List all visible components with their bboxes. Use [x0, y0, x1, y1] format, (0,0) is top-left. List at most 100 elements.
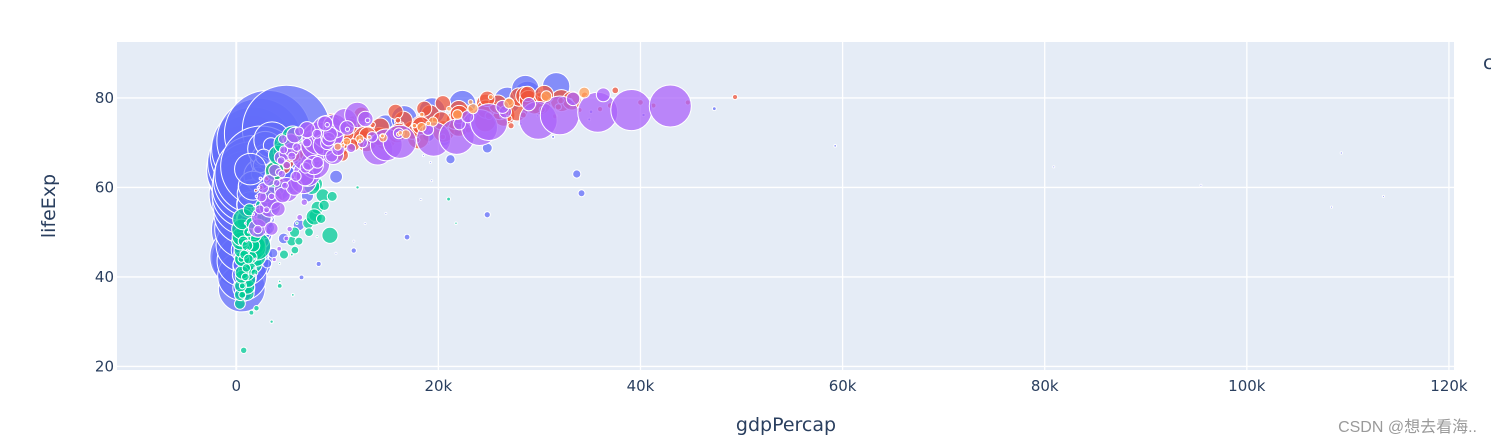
bubble	[267, 192, 276, 201]
bubble	[283, 235, 290, 242]
bubble	[304, 227, 314, 238]
bubble	[253, 257, 257, 261]
bubble	[272, 179, 281, 187]
bubble	[287, 151, 297, 161]
bubble	[403, 233, 411, 241]
bubble	[243, 221, 247, 225]
bubble	[648, 84, 692, 128]
bubble	[294, 236, 304, 246]
bubble	[263, 206, 271, 214]
x-tick-labels: 0 20k 40k 60k 80k 100k 120k	[231, 377, 1467, 395]
bubbles	[206, 72, 1385, 355]
bubble	[833, 144, 837, 148]
bubble	[251, 212, 256, 216]
bubble	[355, 185, 360, 190]
bubble	[241, 272, 250, 282]
bubble	[1339, 151, 1343, 155]
bubble	[572, 169, 582, 179]
bubble	[321, 226, 339, 244]
bubble	[540, 90, 553, 102]
x-tick-label: 0	[231, 377, 241, 395]
y-tick-label: 40	[95, 268, 114, 286]
bubble	[277, 134, 288, 144]
x-tick-label: 80k	[1031, 377, 1059, 395]
bubble	[300, 198, 308, 206]
bubble	[1199, 183, 1203, 187]
bubble	[286, 225, 293, 233]
bubble	[290, 170, 302, 182]
bubble	[595, 87, 611, 103]
bubble	[333, 142, 342, 151]
bubble	[483, 211, 491, 219]
bubble	[246, 230, 250, 234]
bubble	[446, 105, 452, 112]
bubble	[277, 169, 286, 179]
plot-background	[117, 42, 1454, 370]
bubble	[243, 253, 254, 265]
bubble	[445, 154, 456, 165]
bubble	[311, 156, 324, 169]
x-tick-label: 100k	[1228, 377, 1266, 395]
bubble	[352, 239, 356, 243]
bubble	[294, 126, 305, 137]
bubble	[254, 204, 265, 215]
bubble	[295, 221, 299, 225]
bubble	[245, 248, 249, 252]
bubble	[290, 292, 295, 297]
bubble	[296, 213, 304, 221]
bubble	[256, 185, 261, 190]
bubble	[419, 198, 423, 202]
bubble	[384, 211, 388, 215]
bubble	[610, 88, 653, 132]
bubble	[312, 128, 323, 139]
x-tick-label: 20k	[424, 377, 452, 395]
bubble	[467, 103, 479, 115]
bubble	[269, 319, 274, 324]
bubble	[239, 346, 248, 355]
bubble	[507, 122, 515, 130]
bubble	[521, 97, 537, 112]
bubble	[425, 120, 432, 127]
bubble	[467, 99, 474, 105]
bubble	[315, 213, 327, 224]
bubble	[253, 266, 257, 270]
legend-title: c	[1483, 52, 1491, 74]
x-axis-title: gdpPercap	[736, 414, 836, 436]
bubble	[253, 188, 258, 193]
bubble	[342, 137, 352, 146]
x-tick-label: 60k	[829, 377, 857, 395]
bubble	[419, 111, 425, 118]
y-tick-label: 80	[95, 89, 114, 107]
bubble	[278, 249, 290, 260]
bubble	[329, 169, 344, 184]
y-tick-labels: 20 40 60 80	[95, 89, 114, 375]
bubble	[253, 273, 257, 277]
y-tick-label: 60	[95, 178, 114, 196]
watermark: CSDN @想去看海..	[1338, 419, 1477, 436]
bubble	[397, 130, 403, 136]
bubble	[416, 121, 427, 133]
bubble	[290, 245, 300, 255]
bubble	[315, 260, 322, 267]
bubble	[344, 126, 351, 132]
bubble	[364, 117, 371, 124]
bubble	[315, 235, 319, 239]
bubble	[487, 94, 494, 100]
bubble	[430, 179, 434, 183]
bubble	[711, 106, 717, 112]
bubble	[578, 86, 591, 99]
bubble	[282, 160, 292, 170]
bubble	[565, 91, 581, 107]
x-tick-label: 40k	[627, 377, 655, 395]
bubble	[452, 109, 463, 120]
bubble	[326, 190, 338, 202]
x-tick-label: 120k	[1430, 377, 1468, 395]
bubble	[1381, 194, 1385, 198]
bubble	[254, 194, 259, 199]
bubble	[253, 224, 263, 235]
bubble	[551, 134, 556, 139]
bubble	[454, 221, 458, 225]
y-tick-label: 20	[95, 357, 114, 375]
bubble	[367, 134, 372, 140]
bubble	[298, 274, 305, 281]
